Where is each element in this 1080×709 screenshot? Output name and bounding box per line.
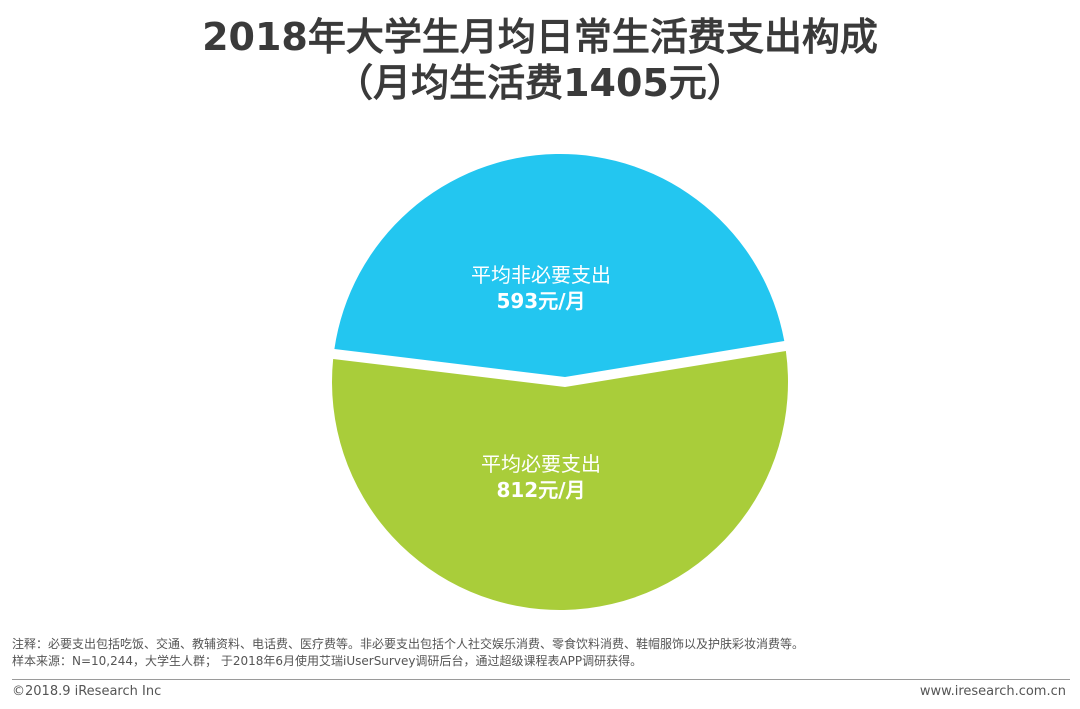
note-line-1: 注释：必要支出包括吃饭、交通、教辅资料、电话费、医疗费等。非必要支出包括个人社交… xyxy=(12,637,805,651)
website-text: www.iresearch.com.cn xyxy=(919,684,1066,699)
pie-slice-essential xyxy=(331,351,788,611)
footer-divider xyxy=(12,679,1070,680)
chart-title-line1: 2018年大学生月均日常生活费支出构成 xyxy=(202,15,878,59)
chart-title-line2: （月均生活费1405元） xyxy=(335,61,745,105)
slice-label-nonessential-name: 平均非必要支出 xyxy=(471,263,611,287)
slice-label-essential-name: 平均必要支出 xyxy=(481,452,601,476)
copyright-text: ©2018.9 iResearch Inc xyxy=(12,684,162,699)
note-line-2: 样本来源：N=10,244，大学生人群； 于2018年6月使用艾瑞iUserSu… xyxy=(12,654,643,668)
pie-slice-nonessential xyxy=(334,153,785,377)
slice-label-nonessential-value: 593元/月 xyxy=(496,289,585,313)
slice-label-essential-value: 812元/月 xyxy=(496,478,585,502)
notes: 注释：必要支出包括吃饭、交通、教辅资料、电话费、医疗费等。非必要支出包括个人社交… xyxy=(12,636,804,670)
